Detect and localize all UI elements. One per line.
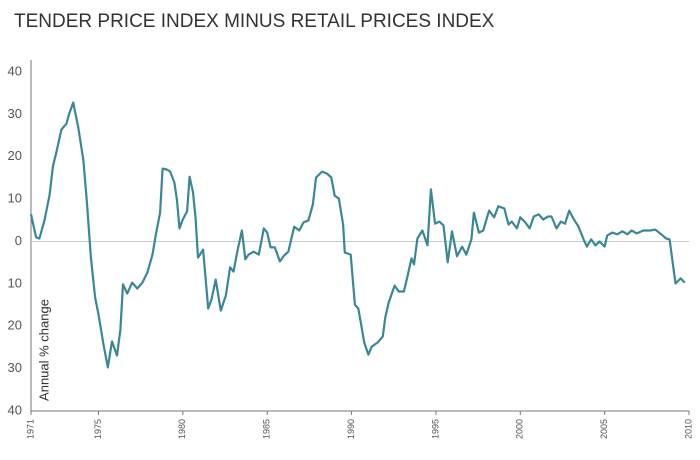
x-tick-label: 1971	[25, 419, 35, 439]
x-tick-label: 2010	[683, 419, 693, 439]
y-tick-label: 40	[8, 402, 22, 417]
x-tick-label: 1995	[430, 419, 440, 439]
y-tick-label: 0	[15, 233, 22, 248]
y-tick-label: 20	[8, 318, 22, 333]
y-tick-label: 30	[8, 360, 22, 375]
x-tick-label: 1990	[346, 419, 356, 439]
x-tick-label: 2000	[515, 419, 525, 439]
y-tick-label: 10	[8, 275, 22, 290]
x-tick-label: 2005	[599, 419, 609, 439]
x-tick-label: 1985	[262, 419, 272, 439]
y-tick-label: 20	[8, 148, 22, 163]
x-tick-label: 1975	[93, 419, 103, 439]
y-tick-label: 40	[8, 63, 22, 78]
y-tick-label: 10	[8, 191, 22, 206]
data-line	[29, 101, 686, 369]
y-tick-label: 30	[8, 106, 22, 121]
x-tick-label: 1980	[177, 419, 187, 439]
y-axis-label: Annual % change	[36, 299, 51, 401]
chart-title: TENDER PRICE INDEX MINUS RETAIL PRICES I…	[14, 11, 495, 32]
